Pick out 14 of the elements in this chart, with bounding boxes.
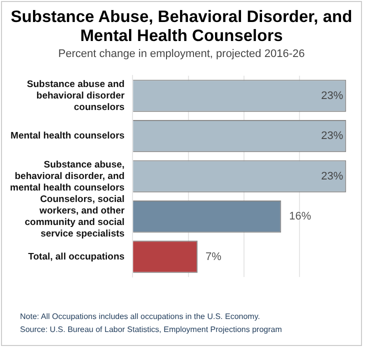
y-tick-label: Substance abuse and behavioral disorder counselors — [26, 79, 125, 113]
y-tick-label: Total, all occupations — [28, 251, 125, 262]
y-tick-label: Counselors, social workers, and other community and social service specialists — [24, 194, 125, 240]
y-tick-label: Substance abuse, behavioral disorder, and mental health counselors — [10, 160, 125, 194]
data-label: 16% — [289, 210, 312, 223]
chart-title: Substance Abuse, Behavioral Disorder, and Mental Health Counselors — [10, 8, 354, 46]
y-tick-label: Mental health counselors — [10, 130, 125, 142]
data-label: 23% — [321, 130, 344, 142]
data-label: 23% — [321, 90, 344, 102]
data-label: 7% — [206, 250, 222, 263]
text: Note: All Occupations includes all occupations in the U.S. Economy. — [20, 311, 261, 323]
chart-subtitle: Percent change in employment, projected 2016-26 — [57, 48, 306, 60]
data-label: 23% — [321, 170, 344, 182]
source-note: Source: U.S. Bureau of Labor Statistics, Employment Projections program — [20, 324, 283, 336]
